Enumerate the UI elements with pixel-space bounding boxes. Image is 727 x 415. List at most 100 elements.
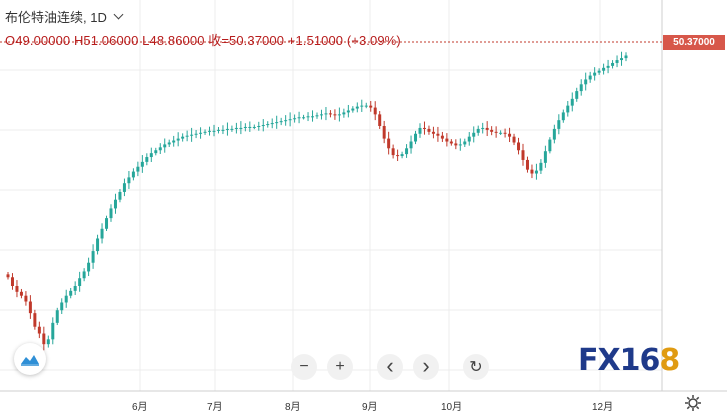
candle-body-60 xyxy=(275,122,279,124)
candle-body-110 xyxy=(499,132,503,134)
candle-body-69 xyxy=(315,115,319,117)
candle-body-101 xyxy=(458,144,462,146)
candle-body-102 xyxy=(463,141,467,145)
candle-body-55 xyxy=(252,126,256,128)
x-axis-label-1: 7月 xyxy=(207,402,223,413)
zoom-out-button[interactable]: − xyxy=(291,354,317,380)
candle-body-45 xyxy=(208,130,212,132)
candle-body-14 xyxy=(69,290,73,296)
candle-body-51 xyxy=(234,127,238,129)
candle-body-59 xyxy=(270,123,274,125)
candle-body-12 xyxy=(60,302,64,311)
candle-body-57 xyxy=(261,125,265,127)
candle-body-75 xyxy=(342,112,346,115)
wave-logo-icon xyxy=(21,355,39,366)
candle-body-48 xyxy=(221,129,225,131)
candle-body-125 xyxy=(566,105,570,113)
reset-icon: ↻ xyxy=(469,359,483,376)
chevron-down-icon[interactable] xyxy=(113,9,124,20)
candle-body-109 xyxy=(494,131,498,133)
candle-body-117 xyxy=(530,169,534,174)
candlestick-series xyxy=(6,51,628,351)
candle-body-62 xyxy=(284,120,288,122)
candle-body-36 xyxy=(167,142,171,145)
candle-body-76 xyxy=(346,110,350,113)
candle-body-118 xyxy=(534,170,538,174)
candle-body-82 xyxy=(373,107,377,115)
candle-body-106 xyxy=(481,127,485,129)
candle-body-24 xyxy=(113,199,117,209)
candle-body-108 xyxy=(490,129,494,132)
scroll-left-button[interactable]: ‹ xyxy=(377,354,403,380)
candle-body-95 xyxy=(431,131,435,134)
candle-body-129 xyxy=(584,79,588,85)
candle-body-71 xyxy=(324,113,328,115)
candle-body-70 xyxy=(319,114,323,116)
candle-body-56 xyxy=(257,126,261,127)
candle-body-88 xyxy=(400,154,404,157)
candle-body-30 xyxy=(140,161,144,167)
candle-body-133 xyxy=(602,67,606,71)
candle-body-27 xyxy=(127,177,131,184)
candle-body-114 xyxy=(517,142,521,151)
candle-body-115 xyxy=(521,150,525,160)
candle-body-42 xyxy=(194,133,198,135)
candle-body-105 xyxy=(476,128,480,133)
candle-body-96 xyxy=(436,133,440,136)
candle-body-127 xyxy=(575,91,579,99)
candle-body-132 xyxy=(597,70,601,73)
zoom-in-button[interactable]: + xyxy=(327,354,353,380)
candle-body-50 xyxy=(230,128,234,130)
candle-body-73 xyxy=(333,114,337,116)
candle-body-92 xyxy=(418,127,422,134)
candle-body-68 xyxy=(311,116,315,118)
candle-body-21 xyxy=(100,228,104,239)
candle-body-123 xyxy=(557,120,561,129)
candle-body-32 xyxy=(149,153,153,158)
reset-chart-button[interactable]: ↻ xyxy=(463,354,489,380)
plus-icon: + xyxy=(335,358,345,375)
candle-body-107 xyxy=(485,127,489,130)
candle-body-124 xyxy=(561,112,565,121)
candle-body-90 xyxy=(409,141,413,149)
candle-body-0 xyxy=(6,274,10,278)
candle-body-137 xyxy=(620,58,624,61)
candle-body-41 xyxy=(190,134,194,136)
candle-body-13 xyxy=(64,295,68,303)
candle-body-97 xyxy=(440,135,444,139)
minus-icon: − xyxy=(299,358,309,375)
candle-body-33 xyxy=(154,150,158,154)
candle-body-135 xyxy=(611,62,615,66)
candle-body-93 xyxy=(422,127,426,129)
candle-body-28 xyxy=(131,171,135,178)
candle-body-9 xyxy=(46,339,50,345)
candle-body-91 xyxy=(414,133,418,142)
candle-body-134 xyxy=(606,65,610,68)
candle-body-22 xyxy=(105,218,109,229)
candle-body-122 xyxy=(552,128,556,140)
candle-body-49 xyxy=(225,128,229,130)
chart-title[interactable]: 布伦特油连续, 1D xyxy=(5,7,124,26)
candle-body-113 xyxy=(512,136,516,143)
x-axis-label-3: 9月 xyxy=(362,402,378,413)
candle-body-29 xyxy=(136,166,140,172)
candle-body-37 xyxy=(172,140,176,143)
candle-body-20 xyxy=(96,238,100,252)
scroll-right-button[interactable]: › xyxy=(413,354,439,380)
candle-body-19 xyxy=(91,251,95,263)
x-axis-label-4: 10月 xyxy=(441,402,463,413)
candle-body-116 xyxy=(525,159,529,170)
tradingview-logo-button[interactable] xyxy=(14,343,46,375)
candle-body-80 xyxy=(364,105,368,107)
candle-body-86 xyxy=(391,148,395,156)
candle-body-26 xyxy=(122,183,126,192)
candle-body-3 xyxy=(19,291,23,296)
candle-body-99 xyxy=(449,141,453,144)
candle-body-8 xyxy=(42,333,46,345)
candle-body-16 xyxy=(78,278,82,286)
candle-body-104 xyxy=(472,132,476,137)
candle-body-89 xyxy=(405,148,409,155)
candle-body-53 xyxy=(243,126,247,128)
gear-icon[interactable] xyxy=(684,394,702,412)
